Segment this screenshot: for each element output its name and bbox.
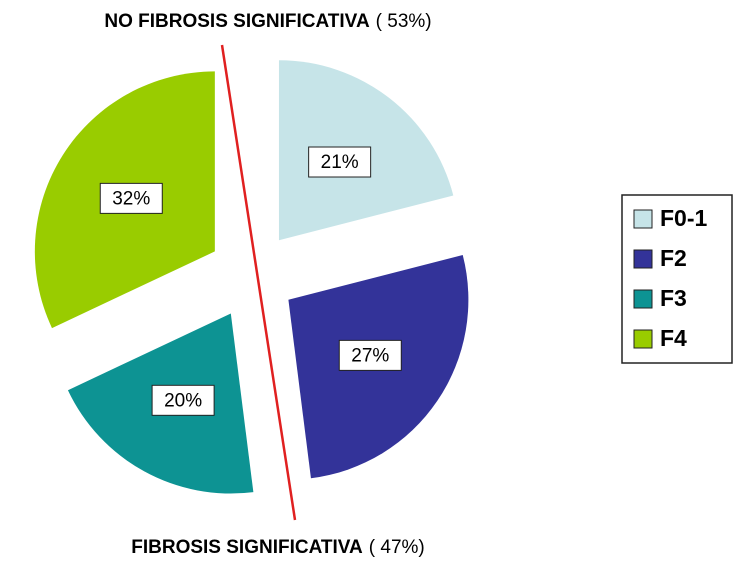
legend-label: F3	[660, 285, 687, 311]
value-label-box	[308, 146, 372, 178]
legend-swatch	[633, 249, 653, 269]
legend-swatch	[633, 289, 653, 309]
legend-swatch	[633, 209, 653, 229]
value-label: 21%	[321, 152, 359, 173]
value-label-box	[151, 384, 215, 416]
value-label: 27%	[351, 345, 389, 366]
legend-swatch	[633, 329, 653, 349]
legend-label: F2	[660, 245, 687, 271]
value-label-box	[338, 339, 402, 371]
annotation-bold: FIBROSIS SIGNIFICATIVA	[131, 537, 363, 558]
annotation-bold: NO FIBROSIS SIGNIFICATIVA	[104, 11, 370, 32]
value-label-box	[99, 182, 163, 214]
value-label: 32%	[112, 188, 150, 209]
annotation-detail: ( 53%)	[376, 11, 432, 32]
value-label: 20%	[164, 390, 202, 411]
top-annotation: NO FIBROSIS SIGNIFICATIVA ( 53%)	[104, 11, 431, 32]
divider-line	[220, 44, 297, 521]
legend-label: F0-1	[660, 205, 708, 231]
bottom-annotation: FIBROSIS SIGNIFICATIVA ( 47%)	[131, 537, 425, 558]
annotation-detail: ( 47%)	[369, 537, 425, 558]
legend-label: F4	[660, 325, 687, 351]
